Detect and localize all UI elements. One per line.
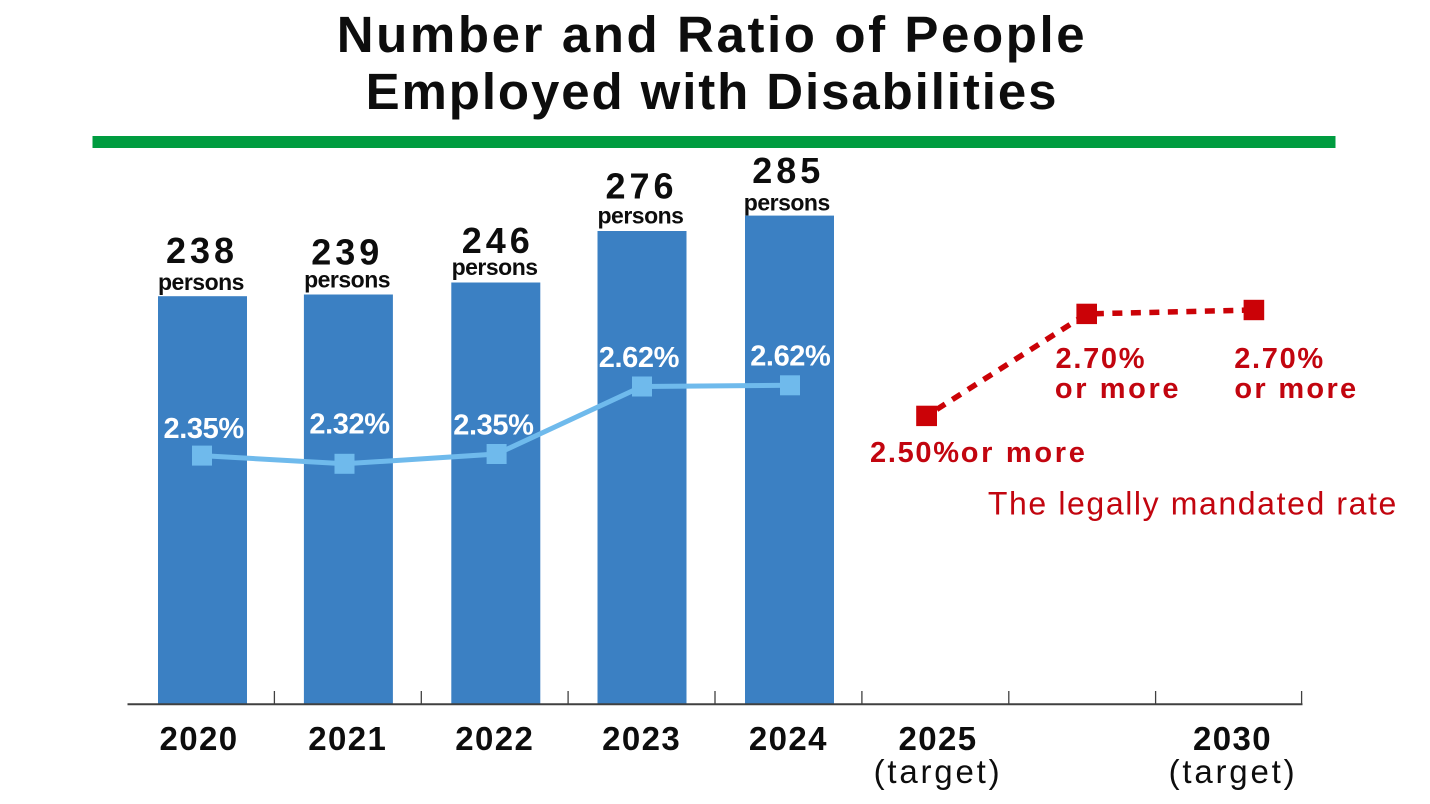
svg-text:246: 246 bbox=[462, 220, 534, 261]
svg-text:2022: 2022 bbox=[455, 720, 534, 757]
svg-text:2023: 2023 bbox=[602, 720, 681, 757]
svg-text:Number and Ratio of People: Number and Ratio of People bbox=[337, 6, 1088, 63]
svg-text:The legally mandated rate: The legally mandated rate bbox=[988, 486, 1398, 522]
svg-text:2024: 2024 bbox=[749, 720, 828, 757]
svg-text:2.62%: 2.62% bbox=[750, 341, 831, 373]
svg-text:2020: 2020 bbox=[159, 720, 238, 757]
svg-text:2.35%: 2.35% bbox=[164, 413, 245, 445]
svg-text:2021: 2021 bbox=[308, 720, 387, 757]
svg-text:persons: persons bbox=[452, 254, 538, 280]
svg-text:2.70%: 2.70% bbox=[1234, 343, 1325, 375]
svg-text:2.35%: 2.35% bbox=[453, 409, 534, 441]
svg-text:285: 285 bbox=[752, 150, 824, 191]
svg-text:persons: persons bbox=[598, 203, 684, 229]
svg-text:or more: or more bbox=[1234, 373, 1358, 405]
svg-text:or more: or more bbox=[1055, 373, 1181, 405]
svg-text:persons: persons bbox=[744, 189, 830, 215]
svg-text:239: 239 bbox=[311, 231, 383, 272]
svg-text:(target): (target) bbox=[1169, 753, 1298, 790]
svg-text:2025: 2025 bbox=[898, 720, 977, 757]
svg-text:2.70%: 2.70% bbox=[1056, 343, 1147, 375]
svg-text:238: 238 bbox=[166, 230, 238, 271]
svg-text:Employed with Disabilities: Employed with Disabilities bbox=[366, 63, 1059, 120]
svg-text:persons: persons bbox=[304, 266, 390, 292]
svg-text:2030: 2030 bbox=[1193, 720, 1272, 757]
svg-text:2.62%: 2.62% bbox=[599, 342, 680, 374]
svg-text:276: 276 bbox=[605, 166, 677, 207]
svg-text:(target): (target) bbox=[874, 753, 1003, 790]
svg-text:persons: persons bbox=[158, 269, 244, 295]
svg-text:2.50%or more: 2.50%or more bbox=[870, 437, 1088, 469]
svg-text:2.32%: 2.32% bbox=[309, 408, 390, 440]
